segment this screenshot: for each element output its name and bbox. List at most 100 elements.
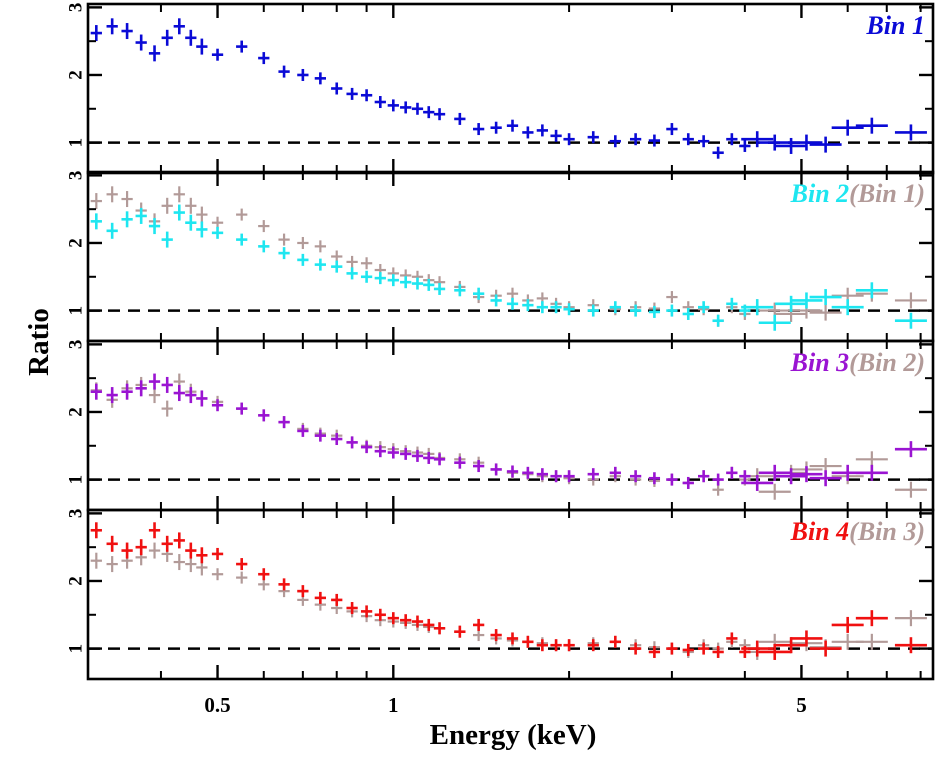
data-point [387, 99, 399, 112]
data-point [411, 102, 424, 115]
data-point [121, 191, 133, 208]
data-point [278, 65, 290, 78]
data-point [472, 123, 485, 136]
data-point [411, 615, 424, 628]
data-point [682, 476, 694, 489]
data-point [790, 134, 823, 151]
data-point [331, 593, 343, 606]
data-point [698, 470, 710, 483]
data-point [506, 297, 519, 310]
x-tick-label: 5 [796, 693, 807, 717]
data-point [712, 314, 724, 327]
data-point [331, 433, 343, 446]
panel-label: Bin 3(Bin 2) [790, 348, 925, 377]
data-point [563, 639, 575, 652]
data-point [454, 625, 466, 638]
data-point [506, 287, 519, 300]
data-point [550, 129, 562, 142]
data-point [400, 447, 412, 460]
data-point [712, 146, 724, 159]
data-point [506, 632, 519, 645]
data-point [374, 445, 386, 458]
data-point [314, 591, 326, 604]
data-point [360, 270, 373, 283]
data-point [314, 429, 326, 442]
data-point [196, 38, 208, 55]
series-bin-4 [90, 522, 927, 660]
data-point [758, 134, 791, 151]
data-point [809, 304, 842, 321]
data-point [775, 468, 808, 485]
data-point [894, 441, 927, 458]
data-point [809, 136, 842, 153]
data-point [90, 25, 102, 42]
data-point [894, 481, 927, 498]
data-point [148, 387, 161, 404]
data-point [629, 642, 642, 655]
panel-4: 1 2 3 Bin 4(Bin 3) [66, 509, 935, 681]
data-point [506, 465, 519, 478]
data-point [894, 124, 927, 141]
y-tick-label: 1 [66, 644, 87, 654]
data-point [809, 289, 842, 306]
panels: 1 2 3 Bin 1 1 2 3 Bin 2(Bin 1) 1 2 3 Bin 3(Bin 2) 1 2… [66, 3, 935, 681]
data-point [775, 295, 808, 312]
data-point [236, 233, 248, 246]
data-point [173, 554, 185, 571]
data-point [106, 222, 118, 239]
data-point [423, 106, 435, 119]
data-point [211, 226, 224, 239]
data-point [211, 48, 224, 61]
data-point [609, 466, 621, 479]
data-point [148, 542, 161, 559]
data-point [726, 466, 738, 479]
data-point [346, 255, 358, 268]
data-point [331, 250, 343, 263]
data-point [490, 629, 502, 642]
data-point [173, 18, 185, 35]
panel-label-main: Bin 3 [790, 348, 850, 377]
y-tick-label: 3 [66, 509, 87, 519]
data-point [454, 284, 466, 297]
y-tick-label: 2 [66, 238, 87, 248]
data-point [185, 29, 197, 46]
data-point [536, 639, 549, 652]
data-point [609, 635, 621, 648]
data-point [374, 608, 386, 621]
data-point [894, 610, 927, 627]
data-point [161, 535, 173, 552]
data-point [346, 602, 358, 615]
data-point [360, 257, 373, 270]
data-point [472, 287, 485, 300]
data-point [629, 470, 642, 483]
data-point [236, 571, 248, 584]
data-point [314, 72, 326, 85]
data-point [855, 464, 888, 481]
data-point [522, 126, 534, 139]
data-point [236, 402, 248, 415]
data-point [148, 522, 161, 539]
y-tick-label: 2 [66, 407, 87, 417]
data-point [831, 119, 864, 136]
y-tick-label: 1 [66, 138, 87, 148]
data-point [297, 585, 309, 598]
data-point [236, 558, 248, 571]
data-point [587, 468, 599, 481]
data-point [297, 68, 309, 81]
data-point [609, 301, 621, 314]
data-point [522, 635, 534, 648]
data-point [423, 618, 435, 631]
data-point [258, 568, 270, 581]
data-point [106, 18, 118, 35]
y-tick-label: 1 [66, 475, 87, 485]
data-point [297, 236, 309, 249]
panel-2: 1 2 3 Bin 2(Bin 1) [66, 171, 935, 343]
data-point [563, 303, 575, 316]
data-point [775, 637, 808, 654]
series-bin-1 [90, 18, 927, 159]
data-point [894, 637, 927, 654]
panel-label-main: Bin 1 [865, 11, 925, 40]
data-point [211, 216, 224, 229]
data-point [360, 605, 373, 618]
